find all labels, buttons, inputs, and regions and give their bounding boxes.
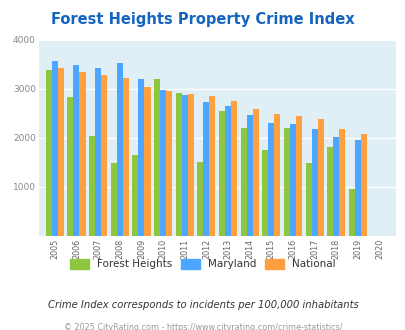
- Bar: [268, 122, 274, 236]
- Bar: [354, 140, 360, 236]
- Bar: [360, 134, 366, 236]
- Bar: [46, 70, 52, 236]
- Bar: [274, 114, 280, 236]
- Bar: [181, 95, 187, 236]
- Bar: [52, 61, 58, 236]
- Text: © 2025 CityRating.com - https://www.cityrating.com/crime-statistics/: © 2025 CityRating.com - https://www.city…: [64, 323, 341, 330]
- Bar: [132, 155, 138, 236]
- Bar: [209, 96, 215, 236]
- Bar: [89, 136, 95, 236]
- Bar: [224, 106, 230, 236]
- Bar: [348, 189, 354, 236]
- Bar: [111, 163, 117, 236]
- Bar: [311, 129, 317, 236]
- Bar: [305, 163, 311, 236]
- Bar: [262, 150, 268, 236]
- Bar: [122, 79, 128, 236]
- Bar: [289, 124, 295, 236]
- Bar: [252, 109, 258, 236]
- Bar: [138, 79, 144, 236]
- Bar: [197, 162, 203, 236]
- Bar: [79, 72, 85, 236]
- Bar: [240, 128, 246, 236]
- Bar: [67, 97, 73, 236]
- Bar: [326, 147, 333, 236]
- Bar: [187, 94, 193, 236]
- Bar: [218, 111, 224, 236]
- Text: Forest Heights Property Crime Index: Forest Heights Property Crime Index: [51, 12, 354, 26]
- Bar: [283, 128, 289, 236]
- Bar: [153, 79, 160, 236]
- Bar: [101, 75, 107, 236]
- Bar: [58, 68, 64, 236]
- Bar: [333, 137, 339, 236]
- Bar: [295, 116, 301, 236]
- Bar: [175, 93, 181, 236]
- Bar: [317, 119, 323, 236]
- Bar: [95, 68, 101, 236]
- Bar: [73, 65, 79, 236]
- Bar: [246, 115, 252, 236]
- Bar: [339, 129, 345, 236]
- Bar: [117, 63, 122, 236]
- Bar: [144, 87, 150, 236]
- Bar: [160, 90, 166, 236]
- Bar: [230, 101, 237, 236]
- Bar: [203, 102, 209, 236]
- Legend: Forest Heights, Maryland, National: Forest Heights, Maryland, National: [66, 255, 339, 274]
- Bar: [166, 91, 172, 236]
- Text: Crime Index corresponds to incidents per 100,000 inhabitants: Crime Index corresponds to incidents per…: [47, 300, 358, 310]
